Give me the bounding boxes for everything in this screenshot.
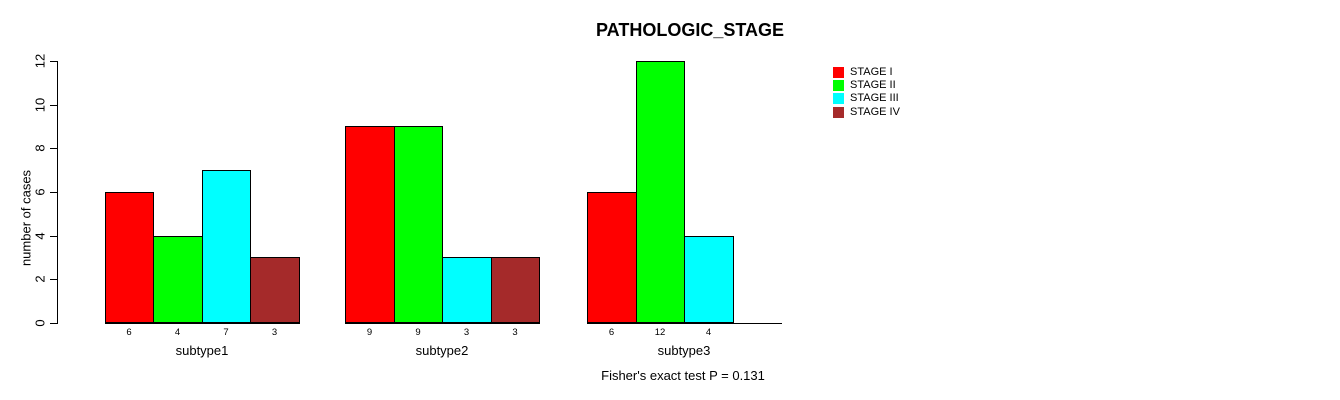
legend-swatch-stage-i — [833, 66, 844, 78]
legend-swatch-stage-iii — [833, 92, 844, 104]
legend-item-stage-iii: STAGE III — [833, 92, 899, 104]
bar-stage-i-subtype2 — [345, 126, 395, 323]
y-axis-label: number of cases — [18, 169, 34, 267]
x-category-label-subtype2: subtype2 — [415, 343, 469, 358]
y-axis-tick-label: 8 — [32, 144, 48, 152]
x-category-label-subtype1: subtype1 — [175, 343, 229, 358]
bar-stage-iv-subtype2 — [491, 257, 540, 323]
bar-value-label: 3 — [271, 327, 278, 338]
y-axis-tick — [50, 279, 57, 280]
y-axis-tick-label: 2 — [32, 275, 48, 283]
bar-stage-ii-subtype2 — [394, 126, 443, 323]
x-axis-baseline-subtype1 — [105, 323, 300, 324]
y-axis-tick-label: 0 — [32, 319, 48, 327]
bar-value-label: 4 — [705, 327, 712, 338]
bar-value-label: 6 — [608, 327, 615, 338]
legend-item-stage-iv: STAGE IV — [833, 106, 900, 118]
x-category-label-subtype3: subtype3 — [657, 343, 711, 358]
y-axis-tick — [50, 61, 57, 62]
bar-stage-iii-subtype1 — [202, 170, 251, 323]
y-axis-tick — [50, 192, 57, 193]
legend-item-label: STAGE IV — [850, 106, 900, 118]
legend-item-stage-ii: STAGE II — [833, 79, 896, 91]
x-axis-baseline-subtype2 — [345, 323, 540, 324]
bar-value-label: 4 — [174, 327, 181, 338]
bar-value-label: 12 — [654, 327, 666, 338]
bar-stage-i-subtype1 — [105, 192, 154, 323]
y-axis-line — [57, 61, 58, 324]
legend-swatch-stage-iv — [833, 106, 844, 118]
chart-title: PATHOLOGIC_STAGE — [595, 20, 785, 40]
bar-stage-iii-subtype3 — [684, 236, 734, 323]
x-axis-baseline-subtype3 — [587, 323, 782, 324]
y-axis-tick-label: 6 — [32, 188, 48, 196]
y-axis-tick-label: 4 — [32, 232, 48, 240]
fisher-test-annotation: Fisher's exact test P = 0.131 — [601, 368, 765, 383]
bar-value-label: 7 — [223, 327, 229, 338]
y-axis-tick — [50, 105, 57, 106]
y-axis-tick — [50, 323, 57, 324]
bar-value-label: 9 — [366, 327, 373, 338]
y-axis-tick-label: 10 — [32, 97, 48, 113]
bar-stage-i-subtype3 — [587, 192, 637, 323]
y-axis-tick — [50, 148, 57, 149]
legend-swatch-stage-ii — [833, 79, 844, 91]
bar-value-label: 3 — [463, 327, 470, 338]
legend-item-label: STAGE III — [850, 92, 899, 104]
legend-item-label: STAGE II — [850, 79, 896, 91]
bar-value-label: 3 — [512, 327, 518, 338]
bar-stage-iv-subtype1 — [250, 257, 300, 323]
y-axis-tick-label: 12 — [32, 53, 48, 69]
bar-stage-iii-subtype2 — [442, 257, 492, 323]
legend-item-label: STAGE I — [850, 66, 893, 78]
legend-item-stage-i: STAGE I — [833, 66, 893, 78]
bar-stage-ii-subtype3 — [636, 61, 685, 323]
bar-value-label: 9 — [415, 327, 421, 338]
y-axis-tick — [50, 236, 57, 237]
bar-stage-ii-subtype1 — [153, 236, 203, 323]
bar-value-label: 6 — [126, 327, 132, 338]
